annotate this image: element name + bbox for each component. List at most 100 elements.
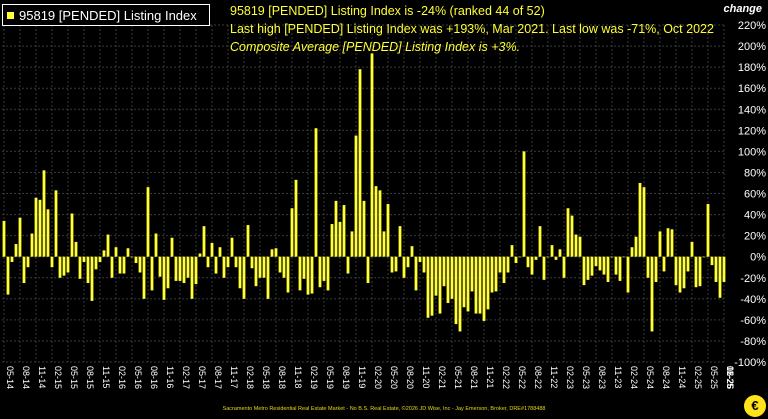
bar: [306, 256, 310, 295]
bar: [262, 256, 266, 278]
x-tick-label: 05-24: [645, 366, 655, 389]
bar: [198, 253, 202, 257]
bar: [138, 256, 142, 273]
bar: [614, 256, 618, 275]
brand-logo: €: [744, 395, 766, 417]
y-axis-ticks: -100% -80% -60% -40% -20% 0% 20% 40% 60% 80% 100% 1…: [734, 20, 766, 369]
x-tick-label: 08-20: [405, 366, 415, 389]
legend: 95819 [PENDED] Listing Index: [2, 4, 210, 26]
bar: [418, 256, 422, 262]
x-tick-label: 02-21: [437, 366, 447, 389]
bar: [370, 53, 374, 257]
legend-swatch: [7, 12, 14, 20]
y-tick-label: 200%: [738, 41, 766, 53]
bar: [170, 237, 174, 257]
x-tick-label: 02-15: [53, 366, 63, 389]
bar: [86, 256, 90, 284]
legend-label: 95819 [PENDED] Listing Index: [19, 8, 197, 23]
bar: [518, 256, 522, 258]
bar: [486, 256, 490, 310]
x-axis-ticks: 05-14 08-14 11-14 02-15 05-15 08-15 11-15 02-16…: [5, 366, 735, 389]
bar: [58, 256, 62, 278]
x-tick-label: 08-21: [469, 366, 479, 389]
bar: [374, 186, 378, 257]
x-tick-label: 05-23: [581, 366, 591, 389]
bar: [142, 256, 146, 299]
bar: [678, 256, 682, 293]
bar: [566, 208, 570, 257]
bar: [642, 187, 646, 257]
bar: [14, 244, 18, 257]
bar: [594, 256, 598, 267]
x-tick-label: 08-24: [661, 366, 671, 389]
bar: [274, 248, 278, 257]
bar: [354, 135, 358, 257]
bar: [622, 256, 626, 258]
bar: [22, 256, 26, 284]
bar: [46, 209, 50, 257]
x-tick-label: 02-19: [309, 366, 319, 389]
bar: [474, 256, 478, 314]
x-tick-label: 11-15: [101, 366, 111, 388]
bar: [422, 256, 426, 273]
bar: [90, 256, 94, 301]
x-tick-label: 05-19: [325, 366, 335, 389]
bar: [330, 224, 334, 257]
bar: [6, 256, 10, 295]
bar: [94, 256, 98, 270]
x-tick-label: 08-14: [21, 366, 31, 389]
bar: [230, 237, 234, 257]
bar: [62, 256, 66, 276]
bar: [338, 221, 342, 257]
bar: [494, 256, 498, 292]
bar: [2, 220, 6, 257]
bar: [510, 245, 514, 257]
y-tick-label: 40%: [744, 210, 766, 222]
bar: [118, 256, 122, 274]
bar: [350, 231, 354, 257]
x-tick-label: 05-25: [709, 366, 719, 389]
bar: [490, 256, 494, 293]
x-tick-label: 11-20: [421, 366, 431, 388]
bar: [346, 256, 350, 274]
x-tick-label: 05-20: [389, 366, 399, 389]
x-tick-label: 02-17: [181, 366, 191, 389]
grid-lines: [2, 24, 726, 363]
bar: [266, 256, 270, 299]
bar: [702, 256, 706, 258]
bar: [482, 256, 486, 321]
bar: [282, 256, 286, 278]
bar: [654, 256, 658, 282]
bar: [358, 69, 362, 257]
bar: [690, 241, 694, 257]
bar: [226, 256, 230, 268]
bar: [714, 256, 718, 282]
bar: [502, 256, 506, 284]
x-tick-label: 08-22: [533, 366, 543, 389]
x-tick-label: 05-26: [725, 366, 735, 389]
bar: [270, 249, 274, 257]
bar: [590, 256, 594, 276]
bar: [202, 226, 206, 257]
bar: [578, 236, 582, 257]
bar: [186, 256, 190, 278]
bar: [78, 256, 82, 279]
summary-annotation: 95819 [PENDED] Listing Index is -24% (ra…: [230, 2, 714, 56]
bar: [210, 243, 214, 257]
bar: [526, 256, 530, 268]
bar: [534, 256, 538, 260]
x-tick-label: 05-16: [133, 366, 143, 389]
y-tick-label: 20%: [744, 231, 766, 243]
x-tick-label: 05-22: [517, 366, 527, 389]
bar: [310, 256, 314, 294]
bar: [718, 256, 722, 298]
bar: [174, 256, 178, 281]
bar: [122, 256, 126, 274]
bar: [658, 231, 662, 257]
x-tick-label: 02-20: [373, 366, 383, 389]
bar: [42, 170, 46, 257]
bar: [18, 217, 22, 257]
bar: [34, 197, 38, 257]
bar: [322, 256, 326, 281]
